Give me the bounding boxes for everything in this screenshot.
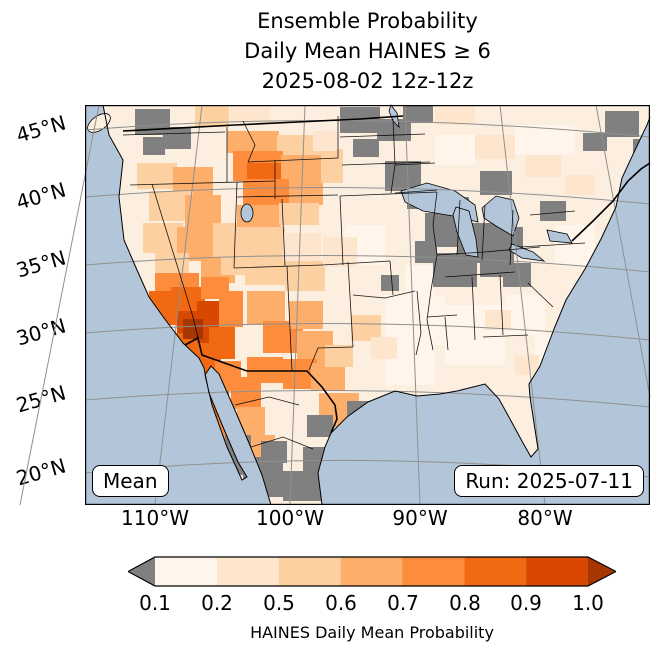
map-canvas: Mean Run: 2025-07-11: [19, 104, 651, 506]
title-line-1: Ensemble Probability: [257, 9, 478, 33]
colorbar-tick-label: 0.2: [201, 591, 233, 615]
colorbar-segment: [340, 557, 403, 586]
colorbar-segment: [402, 557, 465, 586]
map-frame: [85, 105, 650, 505]
great-salt-lake: [240, 203, 254, 223]
map-svg: [19, 104, 651, 506]
colorbar-segment: [278, 557, 341, 586]
lake-ontario: [546, 229, 573, 244]
probability-field: [135, 105, 650, 501]
colorbar: [126, 556, 618, 592]
lake-erie: [508, 243, 546, 262]
colorbar-tick-label: 0.6: [325, 591, 357, 615]
colorbar-label: HAINES Daily Mean Probability: [250, 623, 494, 642]
colorbar-under-arrow: [128, 557, 155, 586]
lat-label-40n: 40°N: [13, 177, 69, 215]
colorbar-segment: [464, 557, 527, 586]
lat-label-45n: 45°N: [13, 110, 69, 148]
state-borders: [122, 116, 586, 450]
lon-label-110w: 110°W: [121, 506, 189, 530]
colorbar-tick-label: 0.8: [449, 591, 481, 615]
colorbar-tick-label: 0.7: [387, 591, 419, 615]
colorbar-tick-label: 1.0: [572, 591, 604, 615]
lat-label-20n: 20°N: [13, 453, 69, 491]
colorbar-segment: [155, 557, 217, 586]
title-line-3: 2025-08-02 12z-12z: [261, 69, 474, 93]
colorbar-segment: [216, 557, 279, 586]
lat-label-35n: 35°N: [13, 245, 69, 283]
coastline: [102, 104, 651, 506]
lake-huron: [481, 195, 520, 237]
colorbar-tick-label: 0.1: [139, 591, 171, 615]
colorbar-segment: [526, 557, 588, 586]
colorbar-over-arrow: [588, 557, 616, 586]
us-mexico-border: [184, 336, 338, 434]
title-line-2: Daily Mean HAINES ≥ 6: [244, 39, 491, 63]
country-borders: [122, 115, 651, 434]
lon-label-80w: 80°W: [517, 506, 573, 530]
lon-label-100w: 100°W: [256, 506, 324, 530]
mean-annotation-box: Mean: [92, 465, 169, 497]
colorbar-tick-label: 0.5: [263, 591, 295, 615]
lat-label-30n: 30°N: [13, 313, 69, 351]
figure-title: Ensemble Probability Daily Mean HAINES ≥…: [85, 6, 650, 96]
lon-label-90w: 90°W: [392, 506, 448, 530]
us-canada-border: [122, 115, 404, 132]
colorbar-tick-label: 0.9: [510, 591, 542, 615]
st-lawrence-border: [571, 162, 651, 242]
run-date-annotation-box: Run: 2025-07-11: [454, 465, 644, 497]
